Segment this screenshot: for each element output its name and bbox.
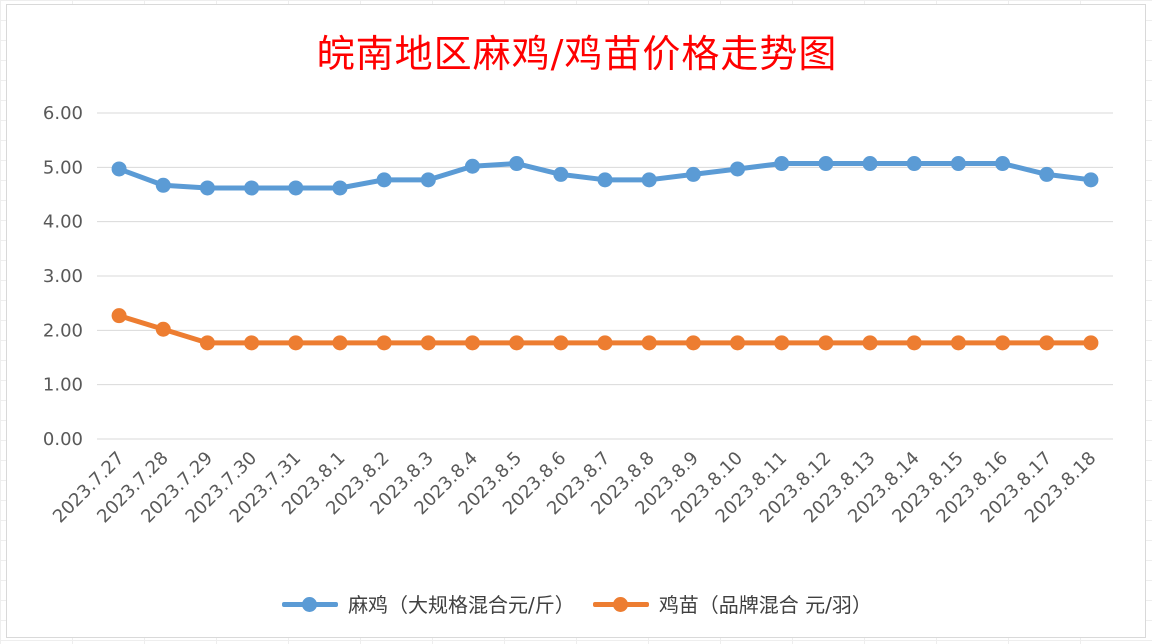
data-point-series-1 (1083, 172, 1099, 188)
data-point-series-2 (376, 335, 392, 351)
data-point-series-1 (730, 161, 746, 177)
data-point-series-2 (818, 335, 834, 351)
data-point-series-1 (553, 166, 569, 182)
data-point-series-1 (509, 156, 525, 172)
data-point-series-2 (288, 335, 304, 351)
legend-label-series-1: 麻鸡（大规格混合元/斤） (348, 593, 575, 617)
data-point-series-1 (376, 172, 392, 188)
data-point-series-2 (906, 335, 922, 351)
data-point-series-1 (774, 156, 790, 172)
data-point-series-1 (1039, 166, 1055, 182)
data-point-series-2 (862, 335, 878, 351)
plot-area: 0.001.002.003.004.005.006.002023.7.27202… (43, 103, 1113, 527)
data-point-series-1 (288, 180, 304, 196)
data-point-series-1 (111, 161, 127, 177)
chart-title: 皖南地区麻鸡/鸡苗价格走势图 (316, 32, 838, 76)
data-point-series-2 (111, 308, 127, 324)
data-point-series-2 (641, 335, 657, 351)
data-point-series-2 (244, 335, 260, 351)
data-point-series-1 (641, 172, 657, 188)
data-point-series-1 (995, 156, 1011, 172)
legend: 麻鸡（大规格混合元/斤） 鸡苗（品牌混合 元/羽） (7, 589, 1147, 618)
data-point-series-2 (420, 335, 436, 351)
y-tick-label: 1.00 (43, 375, 83, 396)
data-point-series-2 (1039, 335, 1055, 351)
y-tick-label: 6.00 (43, 103, 83, 124)
data-point-series-2 (553, 335, 569, 351)
data-point-series-1 (420, 172, 436, 188)
legend-item-series-2: 鸡苗（品牌混合 元/羽） (592, 589, 872, 618)
data-point-series-2 (774, 335, 790, 351)
y-tick-label: 5.00 (43, 157, 83, 178)
data-point-series-1 (199, 180, 215, 196)
data-point-series-2 (995, 335, 1011, 351)
data-point-series-2 (730, 335, 746, 351)
data-point-series-2 (155, 321, 171, 337)
data-point-series-1 (818, 156, 834, 172)
legend-label-series-2: 鸡苗（品牌混合 元/羽） (658, 593, 872, 617)
data-point-series-2 (1083, 335, 1099, 351)
chart-area[interactable]: 皖南地区麻鸡/鸡苗价格走势图 0.00 1.00 2.00 3.00 4.00 5.00 6… (6, 4, 1146, 638)
legend-item-series-1: 麻鸡（大规格混合元/斤） (282, 589, 575, 618)
data-point-series-2 (464, 335, 480, 351)
data-point-series-1 (906, 156, 922, 172)
data-point-series-1 (464, 158, 480, 174)
y-tick-label: 3.00 (43, 266, 83, 287)
data-point-series-2 (685, 335, 701, 351)
y-tick-label: 0.00 (43, 429, 83, 450)
data-point-series-1 (244, 180, 260, 196)
legend-swatch-series-1 (282, 596, 339, 612)
legend-swatch-series-2 (592, 596, 649, 612)
data-point-series-2 (332, 335, 348, 351)
data-point-series-1 (950, 156, 966, 172)
data-point-series-2 (199, 335, 215, 351)
data-point-series-1 (597, 172, 613, 188)
data-point-series-1 (155, 177, 171, 193)
y-tick-label: 4.00 (43, 212, 83, 233)
data-point-series-2 (597, 335, 613, 351)
data-point-series-1 (685, 166, 701, 182)
y-tick-label: 2.00 (43, 320, 83, 341)
data-point-series-2 (509, 335, 525, 351)
data-point-series-2 (950, 335, 966, 351)
data-point-series-1 (862, 156, 878, 172)
data-point-series-1 (332, 180, 348, 196)
